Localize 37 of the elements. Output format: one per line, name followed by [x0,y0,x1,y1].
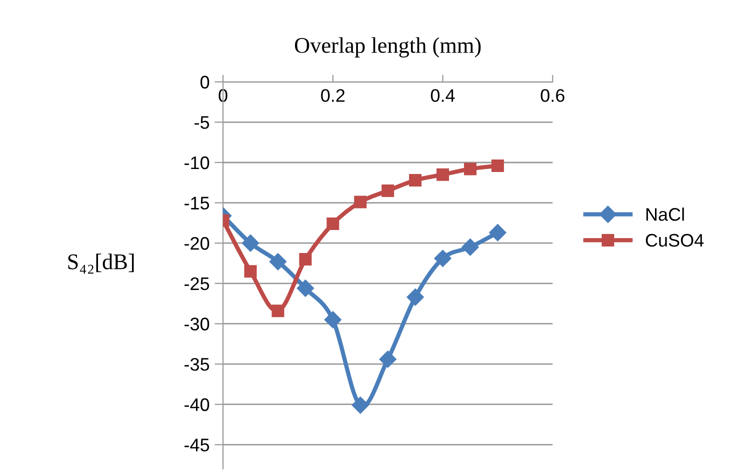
legend-label: NaCl [646,208,684,221]
point [326,218,340,230]
y-tick-label: -30 [184,318,210,330]
y-tick-label: -5 [194,116,210,129]
x-tick-label: 0.4 [430,89,455,102]
point [434,250,452,267]
point [379,350,396,368]
point [299,252,312,266]
point [272,304,284,318]
point [352,396,369,414]
y-tick-label: -20 [184,237,210,250]
point [464,162,476,176]
point [406,288,424,306]
y-tick-label: -35 [184,358,210,371]
y-tick-label: 0 [200,76,210,89]
y-tick-label: -15 [184,196,210,210]
legend-label: CuSO4 [646,234,704,247]
point [489,224,506,242]
point [242,234,260,252]
x-tick-label: 0.2 [321,89,345,102]
y-tick-label: -45 [184,438,210,452]
point [409,174,422,186]
point [462,238,479,256]
y-axis-title: S₄₂[dB] [68,254,134,274]
point [354,196,367,208]
point [269,253,287,270]
point [382,184,394,197]
y-tick-label: -25 [184,277,210,290]
y-tick-label: -40 [184,398,210,412]
point [491,159,504,172]
point [244,265,257,278]
point [324,311,342,328]
y-tick-label: -10 [184,156,210,170]
x-axis-title: Overlap length (mm) [294,37,481,58]
x-tick-label: 0.6 [540,89,564,102]
point [296,280,314,297]
point [436,168,450,181]
